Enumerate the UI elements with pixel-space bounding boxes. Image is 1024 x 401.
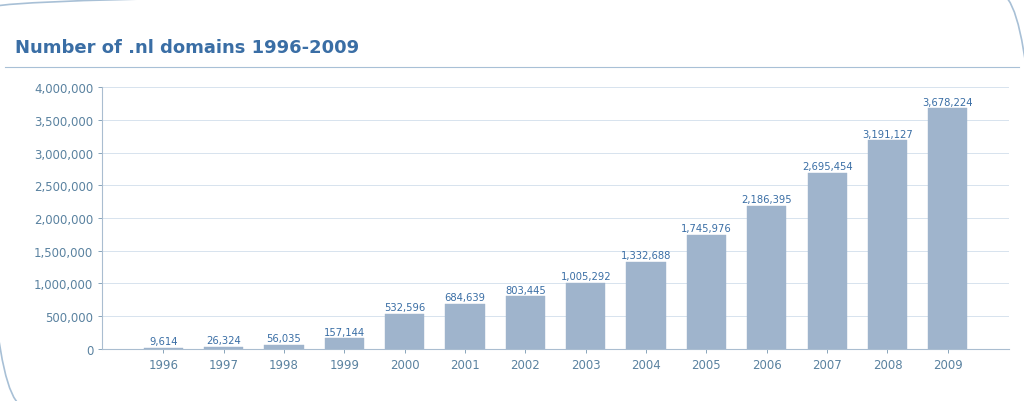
Text: 1,745,976: 1,745,976 [681, 223, 732, 233]
Bar [627, 262, 666, 349]
Text: 157,144: 157,144 [324, 327, 365, 337]
Text: 2,186,395: 2,186,395 [741, 195, 793, 205]
Text: 684,639: 684,639 [444, 293, 485, 303]
Text: 1,332,688: 1,332,688 [621, 251, 672, 260]
Text: 3,191,127: 3,191,127 [862, 130, 912, 139]
Bar [808, 173, 847, 349]
Text: Number of .nl domains 1996-2009: Number of .nl domains 1996-2009 [15, 39, 359, 57]
Text: 803,445: 803,445 [505, 285, 546, 295]
Bar [325, 338, 364, 349]
Text: 2,695,454: 2,695,454 [802, 162, 852, 172]
Bar [928, 109, 968, 349]
Text: 9,614: 9,614 [148, 336, 177, 346]
Bar [506, 296, 545, 349]
Bar [264, 345, 303, 349]
Bar [445, 304, 484, 349]
Bar [143, 348, 183, 349]
Text: 532,596: 532,596 [384, 303, 425, 312]
Bar [868, 141, 907, 349]
Bar [385, 314, 424, 349]
Bar [566, 284, 605, 349]
Text: 26,324: 26,324 [206, 336, 241, 346]
Text: 56,035: 56,035 [266, 334, 301, 344]
Text: 1,005,292: 1,005,292 [560, 272, 611, 282]
Bar [748, 207, 786, 349]
Bar [687, 235, 726, 349]
Text: 3,678,224: 3,678,224 [923, 97, 973, 107]
Bar [204, 347, 243, 349]
